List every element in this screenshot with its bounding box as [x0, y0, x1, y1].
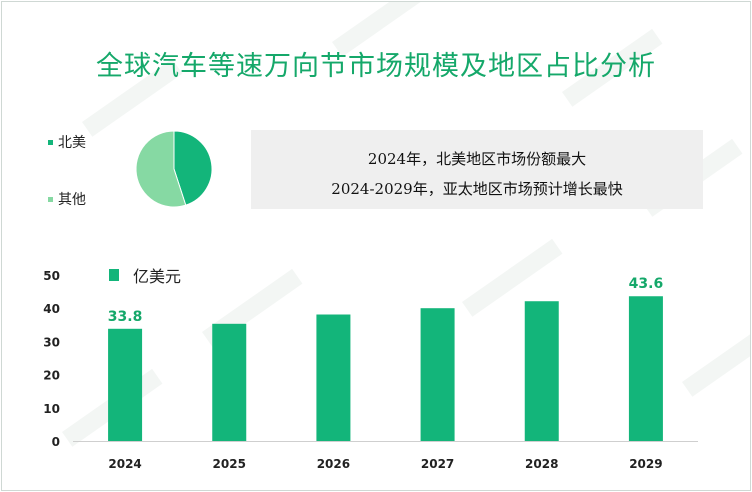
y-tick-label: 40 — [43, 302, 60, 316]
chart-title: 全球汽车等速万向节市场规模及地区占比分析 — [96, 51, 656, 82]
watermark-band — [461, 238, 563, 317]
bar-legend-swatch — [109, 269, 119, 281]
pie-chart — [135, 130, 213, 208]
pie-slice-其他 — [135, 130, 187, 208]
pie-slice-北美 — [173, 130, 213, 206]
watermark-mark — [682, 318, 750, 397]
x-tick-label-2025: 2025 — [213, 457, 246, 471]
bar-2029 — [628, 296, 663, 441]
watermark-mark — [562, 28, 663, 107]
pie-legend-swatch-na — [48, 139, 53, 145]
pie-legend-item-other: 其他 — [48, 189, 86, 209]
x-tick-label-2026: 2026 — [317, 457, 350, 471]
x-tick-label-2029: 2029 — [629, 457, 662, 471]
insight-line-1: 2024年，北美地区市场份额最大 — [367, 150, 587, 168]
pie-legend-label-na: 北美 — [58, 135, 86, 151]
watermark-mark — [461, 238, 563, 317]
bar-legend: 亿美元 — [109, 263, 181, 287]
bar-2026 — [316, 314, 351, 441]
data-label-2029: 43.6 — [629, 276, 664, 292]
watermark-mark — [332, 2, 433, 57]
bar-2027 — [420, 308, 455, 441]
x-tick-label-2024: 2024 — [108, 457, 141, 471]
insight-line-2: 2024-2029年，亚太地区市场预计增长最快 — [331, 180, 623, 198]
y-tick-label: 30 — [43, 335, 60, 349]
pie-legend-swatch-other — [48, 196, 53, 202]
insight-box: 2024年，北美地区市场份额最大 2024-2029年，亚太地区市场预计增长最快 — [251, 130, 703, 209]
watermark-mark — [82, 58, 183, 137]
bar-2028 — [524, 301, 559, 441]
y-tick-label: 0 — [52, 435, 60, 449]
watermark-band — [332, 2, 433, 57]
pie-legend-label-other: 其他 — [58, 192, 86, 208]
watermark-band — [82, 58, 183, 137]
bar-2025 — [212, 323, 247, 441]
y-tick-label: 50 — [43, 269, 60, 283]
y-tick-label: 10 — [43, 402, 60, 416]
watermark-band — [562, 28, 663, 107]
y-tick-label: 20 — [43, 369, 60, 383]
x-tick-label-2028: 2028 — [525, 457, 558, 471]
watermark-band — [682, 318, 750, 397]
x-tick-label-2027: 2027 — [421, 457, 454, 471]
bar-legend-label: 亿美元 — [133, 267, 182, 286]
pie-legend-item-na: 北美 — [48, 132, 86, 152]
data-label-2024: 33.8 — [108, 309, 143, 325]
bar-2024 — [108, 328, 143, 441]
